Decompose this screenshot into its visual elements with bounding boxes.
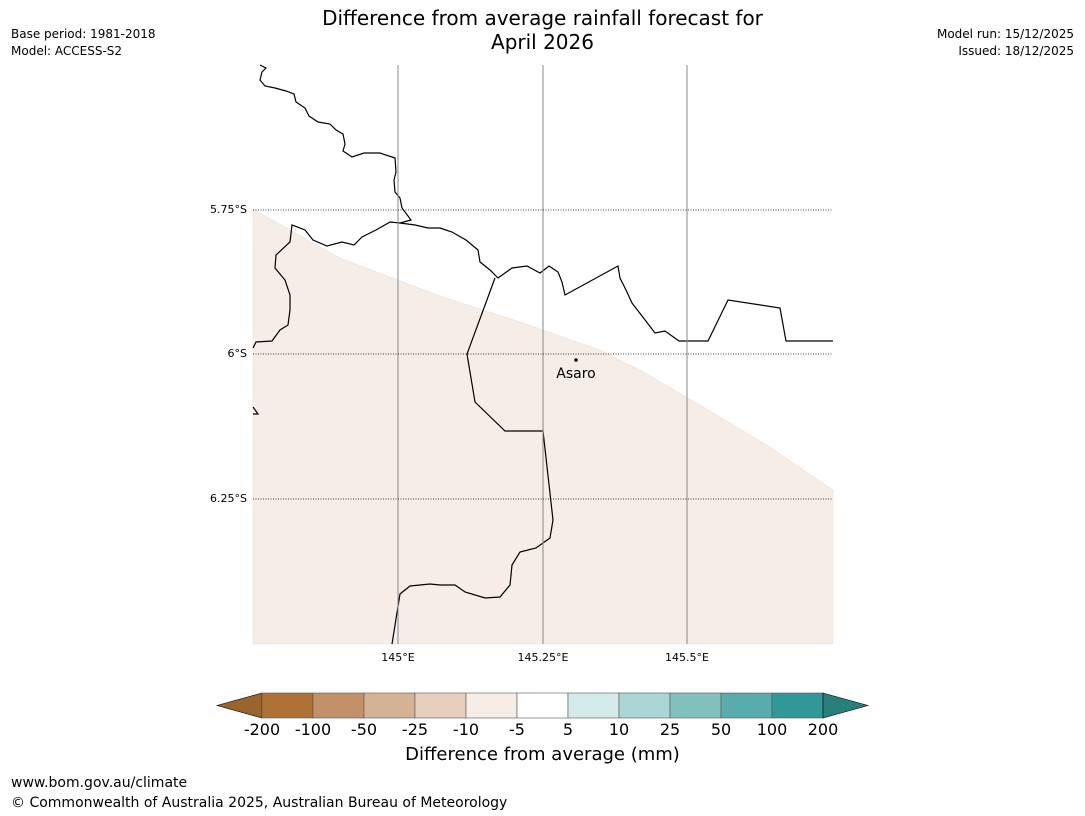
colorbar-tick-label: -25 (402, 720, 428, 739)
footer-url: www.bom.gov.au/climate (11, 775, 188, 791)
colorbar-tick-label: 25 (660, 720, 680, 739)
place-marker-dot (574, 358, 578, 362)
colorbar-segment (363, 692, 416, 719)
lat-label-5-75: 5.75°S (210, 203, 247, 216)
grid-lines (253, 65, 833, 644)
colorbar-tick-label: 50 (711, 720, 731, 739)
title-line-1: Difference from average rainfall forecas… (322, 6, 763, 30)
colorbar-title: Difference from average (mm) (405, 744, 680, 765)
coast-fragment (252, 406, 260, 415)
chart-title: Difference from average rainfall forecas… (0, 6, 1085, 54)
border-west (391, 277, 554, 645)
lon-label-145: 145°E (381, 651, 414, 664)
coastline-east (399, 222, 833, 342)
model-name: Model: ACCESS-S2 (11, 44, 123, 58)
colorbar-segment (771, 692, 824, 719)
colorbar-tick-label: 5 (563, 720, 573, 739)
colorbar-tick-label: -200 (244, 720, 280, 739)
colorbar-tick-label: -100 (295, 720, 331, 739)
colorbar-segment (465, 692, 518, 719)
place-label: Asaro (556, 366, 595, 382)
base-period: Base period: 1981-2018 (11, 27, 156, 41)
colorbar-extend-low (215, 692, 263, 719)
issued-date: Issued: 18/12/2025 (958, 44, 1074, 58)
colorbar-tick-label: -5 (509, 720, 525, 739)
colorbar-tick-label: -10 (453, 720, 479, 739)
colorbar-extend-high (822, 692, 870, 719)
colorbar-segment (669, 692, 722, 719)
colorbar-tick-label: -50 (351, 720, 377, 739)
colorbar-segment (516, 692, 569, 719)
colorbar-segment (567, 692, 620, 719)
meta-left: Base period: 1981-2018 Model: ACCESS-S2 (11, 26, 156, 60)
colorbar-segment (618, 692, 671, 719)
lat-label-6-25: 6.25°S (210, 492, 247, 505)
colorbar-segment (414, 692, 467, 719)
lat-label-6: 6°S (228, 347, 247, 360)
lon-label-145-25: 145.25°E (518, 651, 569, 664)
lon-label-145-5: 145.5°E (665, 651, 709, 664)
colorbar-tick-label: 100 (757, 720, 788, 739)
colorbar-tick-label: 10 (609, 720, 629, 739)
colorbar-segment (261, 692, 314, 719)
model-run: Model run: 15/12/2025 (936, 27, 1074, 41)
footer-copyright: © Commonwealth of Australia 2025, Austra… (11, 795, 508, 811)
meta-right: Model run: 15/12/2025 Issued: 18/12/2025 (937, 26, 1074, 60)
colorbar: -200 -100 -50 -25 -10 -5 5 10 25 50 100 200 (215, 692, 870, 739)
colorbar-tick-label: 200 (808, 720, 839, 739)
colorbar-segment (720, 692, 773, 719)
title-line-2: April 2026 (491, 30, 594, 54)
colorbar-segment (312, 692, 365, 719)
